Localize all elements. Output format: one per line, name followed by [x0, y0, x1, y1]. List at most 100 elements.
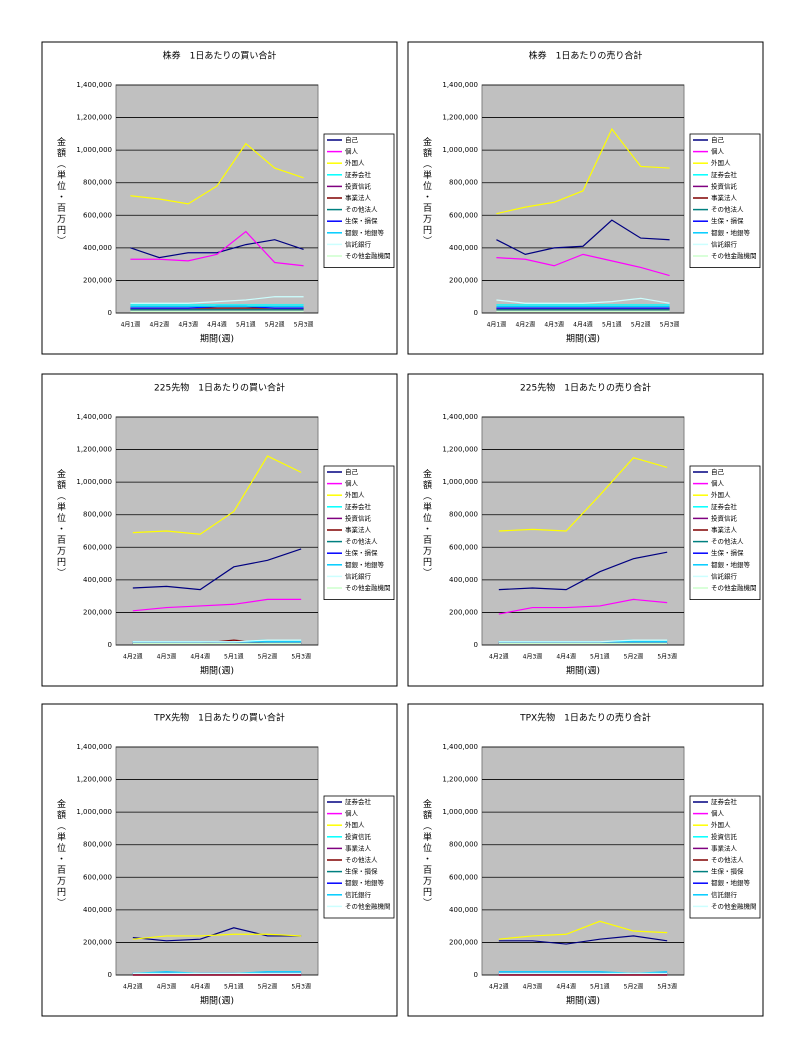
y-tick-label: 0 [474, 309, 478, 317]
y-tick-label: 1,200,000 [442, 776, 478, 784]
y-tick-label: 800,000 [449, 511, 478, 519]
y-tick-label: 200,000 [449, 276, 478, 284]
x-tick-label: 4月1週 [487, 321, 507, 329]
legend-label: その他金融機関 [345, 251, 391, 260]
y-tick-label: 800,000 [449, 179, 478, 187]
y-tick-label: 400,000 [83, 906, 112, 914]
legend-label: 証券会社 [711, 502, 738, 511]
y-tick-label: 0 [474, 641, 478, 649]
chart-title: 株券 1日あたりの売り合計 [529, 50, 643, 62]
legend-label: 信託銀行 [711, 571, 738, 580]
legend-label: 事業法人 [711, 193, 738, 202]
y-tick-label: 1,400,000 [442, 81, 478, 89]
series-line [498, 598, 668, 615]
legend-label: 生保・損保 [345, 216, 378, 225]
y-tick-label: 1,400,000 [76, 81, 112, 89]
x-axis-label: 期間(週) [200, 996, 234, 1007]
chart-title: 225先物 1日あたりの買い合計 [154, 382, 285, 394]
legend-box [323, 465, 395, 601]
y-tick-label: 400,000 [83, 576, 112, 584]
x-tick-label: 5月3週 [294, 321, 314, 329]
chart-title: TPX先物 1日あたりの買い合計 [153, 712, 285, 724]
series-line [132, 598, 302, 612]
legend-label: その他金融機関 [345, 583, 391, 592]
x-axis-label: 期間(週) [200, 666, 234, 677]
legend-label: 個人 [345, 147, 359, 156]
x-axis-label: 期間(週) [566, 996, 600, 1007]
y-tick-label: 600,000 [449, 543, 478, 551]
legend-label: 個人 [711, 147, 725, 156]
y-tick-label: 0 [108, 309, 112, 317]
y-tick-label: 1,400,000 [442, 743, 478, 751]
series-line [498, 639, 668, 643]
y-tick-label: 200,000 [83, 938, 112, 946]
series-line [496, 127, 670, 215]
y-tick-label: 1,400,000 [442, 413, 478, 421]
legend-label: その他金融機関 [345, 901, 391, 910]
legend-label: 都銀・地銀等 [345, 560, 385, 569]
y-axis-label: 金額（単位・百万円） [55, 468, 66, 579]
x-tick-label: 5月3週 [291, 983, 311, 991]
y-tick-label: 1,000,000 [442, 478, 478, 486]
chart-title: TPX先物 1日あたりの売り合計 [519, 712, 651, 724]
x-axis-label: 期間(週) [566, 334, 600, 345]
x-tick-label: 5月1週 [236, 321, 256, 329]
legend-label: 投資信託 [345, 513, 372, 522]
series-line [498, 551, 668, 591]
legend-label: 外国人 [711, 158, 731, 167]
x-tick-label: 4月3週 [157, 653, 177, 661]
legend-label: その他法人 [345, 537, 378, 546]
legend-label: 生保・損保 [711, 867, 744, 876]
y-tick-label: 1,200,000 [76, 446, 112, 454]
legend-box [689, 795, 761, 919]
x-tick-label: 4月4週 [190, 983, 210, 991]
y-tick-label: 600,000 [83, 211, 112, 219]
plot-area [115, 84, 319, 314]
y-axis-label: 金額（単位・百万円） [421, 136, 432, 247]
y-tick-label: 400,000 [449, 576, 478, 584]
x-tick-label: 4月2週 [489, 983, 509, 991]
x-tick-label: 5月1週 [590, 653, 610, 661]
y-tick-label: 1,000,000 [76, 478, 112, 486]
y-tick-label: 800,000 [83, 841, 112, 849]
x-tick-label: 4月3週 [544, 321, 564, 329]
legend-label: 個人 [711, 809, 725, 818]
x-tick-label: 5月1週 [224, 653, 244, 661]
y-tick-label: 200,000 [83, 276, 112, 284]
series-line [498, 920, 668, 940]
legend-label: 個人 [711, 479, 725, 488]
x-tick-label: 5月3週 [657, 653, 677, 661]
x-tick-label: 4月3週 [523, 653, 543, 661]
y-tick-label: 1,200,000 [76, 776, 112, 784]
x-axis-label: 期間(週) [566, 666, 600, 677]
x-tick-label: 4月2週 [515, 321, 535, 329]
legend-label: 生保・損保 [711, 548, 744, 557]
legend-box [689, 133, 761, 269]
y-tick-label: 0 [474, 971, 478, 979]
y-tick-label: 1,000,000 [442, 808, 478, 816]
x-tick-label: 4月3週 [178, 321, 198, 329]
x-tick-label: 4月3週 [157, 983, 177, 991]
legend-label: 自己 [345, 467, 359, 476]
x-tick-label: 5月1週 [590, 983, 610, 991]
series-line [130, 296, 304, 304]
x-tick-label: 5月3週 [660, 321, 680, 329]
legend-label: 投資信託 [711, 513, 738, 522]
x-tick-label: 4月4週 [573, 321, 593, 329]
legend-label: 投資信託 [345, 181, 372, 190]
plot-area [481, 416, 685, 646]
x-tick-label: 5月3週 [291, 653, 311, 661]
x-tick-label: 5月2週 [258, 983, 278, 991]
legend-label: 事業法人 [345, 843, 372, 852]
y-axis-label: 金額（単位・百万円） [421, 468, 432, 579]
x-tick-label: 4月2週 [123, 653, 143, 661]
legend-label: 証券会社 [711, 170, 738, 179]
legend-label: その他金融機関 [711, 251, 757, 260]
x-tick-label: 5月3週 [657, 983, 677, 991]
plot-area [481, 84, 685, 314]
legend-label: 外国人 [711, 820, 731, 829]
legend-box [323, 133, 395, 269]
y-tick-label: 400,000 [83, 244, 112, 252]
legend-label: 都銀・地銀等 [711, 878, 751, 887]
